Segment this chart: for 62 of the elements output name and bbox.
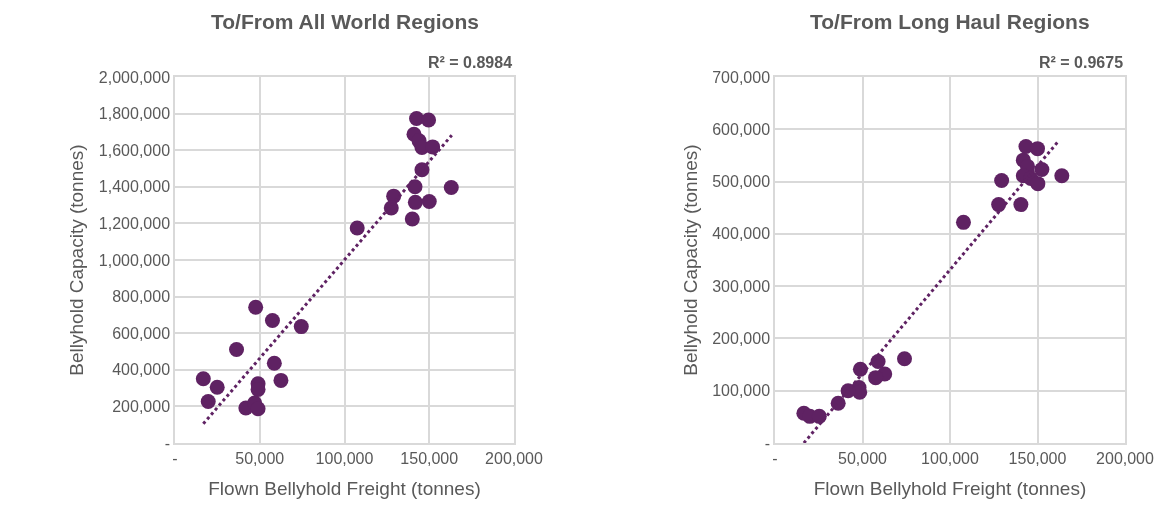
y-axis-title: Bellyhold Capacity (tonnes) bbox=[66, 144, 88, 376]
point bbox=[293, 319, 309, 335]
y-tick-label: 800,000 bbox=[112, 288, 171, 306]
x-axis-title: Flown Bellyhold Freight (tonnes) bbox=[208, 478, 481, 500]
point bbox=[868, 370, 884, 386]
y-tick-label: 600,000 bbox=[712, 120, 771, 138]
point bbox=[409, 111, 425, 127]
y-tick-label: 200,000 bbox=[712, 330, 771, 348]
x-tick-label: 50,000 bbox=[838, 449, 888, 467]
point bbox=[229, 341, 245, 357]
point bbox=[1030, 176, 1046, 192]
y-tick-label: 400,000 bbox=[712, 225, 771, 243]
y-tick-label: 1,400,000 bbox=[98, 178, 171, 196]
point bbox=[1030, 141, 1045, 157]
point bbox=[443, 180, 459, 196]
x-tick-label: 50,000 bbox=[235, 449, 285, 467]
point bbox=[264, 313, 280, 329]
y-axis-title: Bellyhold Capacity (tonnes) bbox=[679, 144, 701, 376]
point bbox=[421, 193, 437, 209]
y-tick-label: 1,800,000 bbox=[98, 105, 171, 123]
point bbox=[994, 173, 1010, 189]
text: R² = 0.9675 bbox=[1039, 54, 1124, 71]
point bbox=[955, 214, 971, 230]
point bbox=[349, 220, 365, 236]
point bbox=[425, 139, 441, 155]
x-axis-title: Flown Bellyhold Freight (tonnes) bbox=[813, 478, 1087, 500]
y-tick-label: 1,600,000 bbox=[98, 141, 171, 159]
point bbox=[1054, 168, 1070, 184]
point bbox=[209, 379, 225, 395]
y-tick-label: 100,000 bbox=[712, 382, 771, 400]
point bbox=[897, 351, 912, 367]
x-tick-label: 150,000 bbox=[400, 449, 459, 467]
point bbox=[250, 401, 266, 417]
y-tick-label: 400,000 bbox=[112, 361, 171, 379]
y-tick-label: 2,000,000 bbox=[98, 68, 171, 86]
x-tick-label: 200,000 bbox=[485, 449, 544, 467]
y-tick-label: - bbox=[164, 434, 171, 452]
point bbox=[991, 197, 1007, 213]
point bbox=[195, 371, 211, 387]
point bbox=[273, 372, 289, 388]
y-tick-label: 300,000 bbox=[712, 277, 771, 295]
y-tick-label: 1,000,000 bbox=[98, 251, 171, 269]
x-tick-label: 150,000 bbox=[1008, 449, 1067, 467]
point bbox=[404, 211, 420, 227]
chart-title: To/From All World Regions bbox=[211, 10, 479, 33]
chart-title: To/From Long Haul Regions bbox=[810, 10, 1090, 33]
x-tick-label: 200,000 bbox=[1096, 449, 1155, 467]
point bbox=[421, 112, 437, 128]
y-tick-label: 1,200,000 bbox=[98, 215, 171, 232]
x-tick-label: 100,000 bbox=[921, 449, 980, 467]
y-tick-label: 700,000 bbox=[712, 68, 771, 86]
point bbox=[266, 355, 282, 371]
x-tick-label: 100,000 bbox=[315, 449, 374, 467]
point bbox=[407, 194, 423, 210]
point bbox=[200, 393, 216, 409]
y-tick-label: 600,000 bbox=[112, 324, 171, 342]
point bbox=[248, 299, 264, 315]
y-tick-label: 500,000 bbox=[712, 173, 771, 191]
point bbox=[1013, 197, 1029, 213]
text: R² = 0.8984 bbox=[428, 54, 513, 71]
y-tick-label: 200,000 bbox=[112, 398, 171, 415]
y-tick-label: - bbox=[764, 434, 771, 452]
